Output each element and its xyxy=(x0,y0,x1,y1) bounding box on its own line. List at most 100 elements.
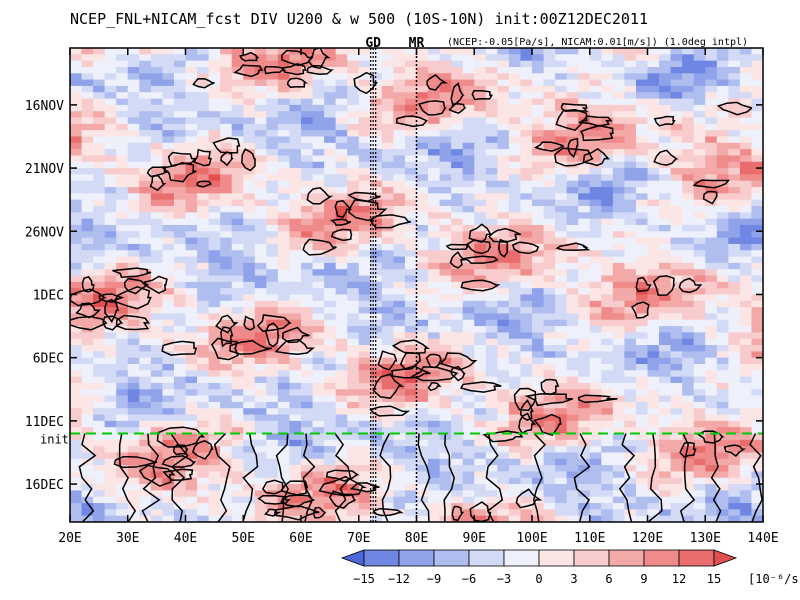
heatmap-cell xyxy=(220,319,233,327)
heatmap-cell xyxy=(451,446,464,454)
heatmap-cell xyxy=(555,376,568,384)
heatmap-cell xyxy=(381,85,394,93)
heatmap-cell xyxy=(266,496,279,504)
heatmap-cell xyxy=(254,155,267,163)
heatmap-cell xyxy=(462,351,475,359)
heatmap-cell xyxy=(705,351,718,359)
heatmap-cell xyxy=(370,515,383,522)
heatmap-cell xyxy=(462,515,475,522)
heatmap-cell xyxy=(70,117,83,125)
heatmap-cell xyxy=(162,250,175,258)
heatmap-cell xyxy=(485,180,498,188)
heatmap-cell xyxy=(116,142,129,150)
heatmap-cell xyxy=(289,98,302,106)
heatmap-cell xyxy=(612,149,625,157)
heatmap-cell xyxy=(439,269,452,277)
heatmap-cell xyxy=(404,262,418,270)
heatmap-cell xyxy=(520,98,533,106)
heatmap-cell xyxy=(705,275,718,283)
heatmap-cell xyxy=(612,155,625,163)
heatmap-cell xyxy=(301,243,314,251)
heatmap-cell xyxy=(508,509,522,517)
heatmap-cell xyxy=(647,338,660,346)
heatmap-cell xyxy=(624,420,637,428)
heatmap-cell xyxy=(104,364,117,371)
heatmap-cell xyxy=(197,515,210,522)
heatmap-cell xyxy=(231,54,244,62)
heatmap-cell xyxy=(751,357,763,365)
heatmap-cell xyxy=(532,98,545,106)
heatmap-cell xyxy=(358,155,371,163)
heatmap-cell xyxy=(682,319,695,327)
heatmap-cell xyxy=(508,193,522,201)
heatmap-cell xyxy=(682,174,695,182)
heatmap-cell xyxy=(220,351,233,359)
heatmap-cell xyxy=(104,458,117,466)
heatmap-cell xyxy=(127,503,140,510)
heatmap-cell xyxy=(555,446,568,454)
heatmap-cell xyxy=(578,250,591,258)
heatmap-cell xyxy=(682,389,695,397)
heatmap-cell xyxy=(462,174,475,182)
heatmap-cell xyxy=(485,401,498,409)
heatmap-cell xyxy=(751,313,763,321)
heatmap-cell xyxy=(520,79,533,87)
heatmap-cell xyxy=(404,136,418,144)
heatmap-cell xyxy=(370,149,383,157)
heatmap-cell xyxy=(578,458,591,466)
contour-line xyxy=(161,162,197,183)
heatmap-cell xyxy=(705,237,718,245)
heatmap-cell xyxy=(81,73,94,81)
heatmap-cell xyxy=(659,117,672,125)
heatmap-cell xyxy=(243,484,256,491)
heatmap-cell xyxy=(254,73,267,81)
heatmap-cell xyxy=(370,224,383,232)
heatmap-cell xyxy=(393,142,406,150)
heatmap-cell xyxy=(277,130,291,138)
heatmap-cell xyxy=(358,123,371,131)
heatmap-cell xyxy=(185,389,198,397)
heatmap-cell xyxy=(659,187,672,194)
heatmap-cell xyxy=(624,408,637,416)
heatmap-cell xyxy=(370,452,383,460)
heatmap-cell xyxy=(439,465,452,473)
heatmap-cell xyxy=(497,509,510,517)
heatmap-cell xyxy=(324,187,337,194)
heatmap-cell xyxy=(370,465,383,473)
heatmap-cell xyxy=(162,452,175,460)
heatmap-cell xyxy=(104,79,117,87)
heatmap-cell xyxy=(497,376,510,384)
heatmap-cell xyxy=(532,364,545,371)
heatmap-cell xyxy=(139,357,152,365)
heatmap-cell xyxy=(474,364,487,371)
heatmap-cell xyxy=(104,168,117,175)
heatmap-cell xyxy=(324,288,337,296)
heatmap-cell xyxy=(751,496,763,504)
heatmap-cell xyxy=(451,490,464,498)
heatmap-cell xyxy=(589,288,602,296)
heatmap-cell xyxy=(358,174,371,182)
heatmap-cell xyxy=(116,439,129,447)
heatmap-cell xyxy=(728,433,741,441)
heatmap-cell xyxy=(266,218,279,226)
heatmap-cell xyxy=(416,503,429,510)
heatmap-cell xyxy=(728,477,741,485)
heatmap-cell xyxy=(220,98,233,106)
heatmap-cell xyxy=(624,452,637,460)
heatmap-cell xyxy=(381,98,394,106)
heatmap-cell xyxy=(173,313,187,321)
heatmap-cell xyxy=(116,206,129,213)
colorbar-swatch xyxy=(433,549,470,567)
heatmap-cell xyxy=(647,490,660,498)
heatmap-cell xyxy=(404,401,418,409)
heatmap-cell xyxy=(197,54,210,62)
heatmap-cell xyxy=(301,294,314,302)
heatmap-cell xyxy=(381,458,394,466)
heatmap-cell xyxy=(266,48,279,55)
heatmap-cell xyxy=(173,180,187,188)
heatmap-cell xyxy=(601,142,614,150)
heatmap-cell xyxy=(301,401,314,409)
heatmap-cell xyxy=(705,357,718,365)
heatmap-cell xyxy=(404,231,418,239)
heatmap-cell xyxy=(508,376,522,384)
